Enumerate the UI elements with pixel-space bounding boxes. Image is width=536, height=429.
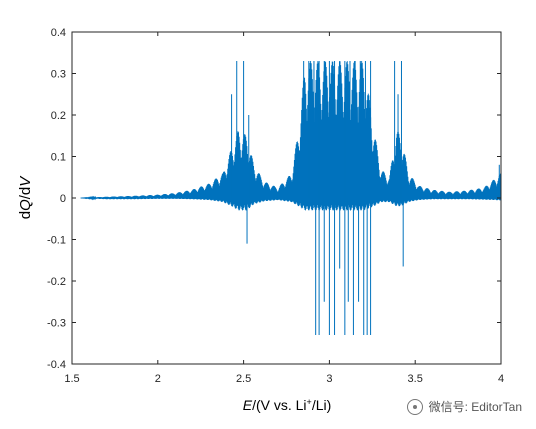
series-dqdv bbox=[80, 61, 502, 335]
y-tick-label: -0.4 bbox=[47, 359, 66, 371]
y-axis-title-v: V bbox=[17, 175, 34, 187]
y-tick-label: 0 bbox=[60, 193, 66, 205]
x-tick-label: 4 bbox=[498, 373, 504, 385]
y-tick-label: -0.3 bbox=[47, 318, 66, 330]
x-tick-label: 2 bbox=[155, 373, 161, 385]
x-axis-title-sup: + bbox=[307, 397, 312, 407]
y-axis-title-d2: /d bbox=[17, 187, 34, 200]
watermark: 微信号: EditorTan bbox=[406, 398, 522, 415]
wechat-icon bbox=[406, 398, 423, 415]
y-axis-title-d1: d bbox=[17, 211, 34, 219]
y-axis-title: dQ/dV bbox=[17, 175, 34, 220]
y-tick-label: 0.3 bbox=[51, 69, 66, 81]
x-tick-labels: 1.5 2 2.5 3 3.5 4 bbox=[64, 373, 504, 385]
x-tick-label: 2.5 bbox=[236, 373, 251, 385]
x-tick-label: 1.5 bbox=[64, 373, 79, 385]
series-line bbox=[80, 61, 502, 211]
axis-ticks bbox=[71, 31, 502, 365]
y-tick-label: 0.1 bbox=[51, 152, 66, 164]
watermark-text: 微信号: EditorTan bbox=[428, 400, 522, 414]
x-tick-label: 3.5 bbox=[408, 373, 423, 385]
x-axis-title-e: E bbox=[243, 397, 253, 413]
x-axis-title: E/(V vs. Li+/Li) bbox=[243, 397, 332, 413]
y-tick-label: -0.1 bbox=[47, 235, 66, 247]
y-tick-labels: 0.4 0.3 0.2 0.1 0 -0.1 -0.2 -0.3 -0.4 bbox=[47, 27, 66, 371]
y-tick-label: 0.4 bbox=[51, 27, 66, 39]
x-axis-title-end: /Li) bbox=[312, 397, 331, 413]
x-tick-label: 3 bbox=[326, 373, 332, 385]
y-tick-label: -0.2 bbox=[47, 276, 66, 288]
x-axis-title-rest: /(V vs. Li bbox=[252, 397, 306, 413]
y-axis-title-q: Q bbox=[17, 199, 34, 211]
y-tick-label: 0.2 bbox=[51, 110, 66, 122]
